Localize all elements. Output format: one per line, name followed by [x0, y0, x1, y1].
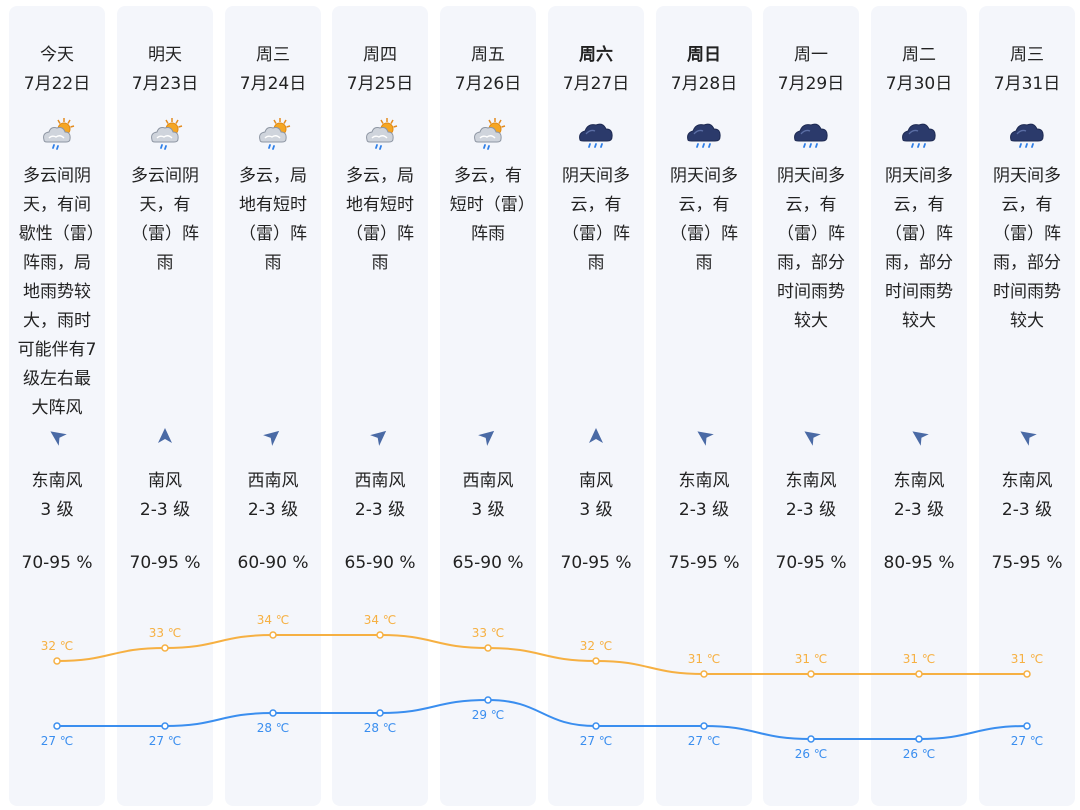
wind-level: 2-3 级: [678, 500, 730, 520]
day-column: 周三 7月24日多云，局地有短时（雷）阵雨西南风 2-3 级 60-90 %: [225, 6, 321, 806]
day-column: 周四 7月25日多云，局地有短时（雷）阵雨西南风 2-3 级 65-90 %: [332, 6, 428, 806]
day-date: 7月28日: [670, 74, 738, 94]
day-date: 7月25日: [346, 74, 414, 94]
day-date: 7月22日: [23, 74, 91, 94]
partly-cloudy-rain-icon: [145, 114, 185, 154]
wind-direction-label: 西南风: [354, 471, 406, 491]
humidity-range: 65-90 %: [452, 553, 524, 573]
wind-level: 2-3 级: [1001, 500, 1053, 520]
wind-direction-label: 东南风: [893, 471, 945, 491]
day-date: 7月31日: [993, 74, 1061, 94]
cloudy-rain-icon: [1007, 114, 1047, 154]
weather-description: 多云间阴天，有（雷）阵雨: [131, 166, 199, 273]
day-name: 周三: [1010, 45, 1044, 65]
wind-level: 2-3 级: [247, 500, 299, 520]
day-date: 7月24日: [239, 74, 307, 94]
wind-level: 2-3 级: [893, 500, 945, 520]
weather-description: 阴天间多云，有（雷）阵雨，部分时间雨势较大: [993, 166, 1061, 331]
wind-southeast-arrow-icon: [909, 426, 929, 446]
day-name: 周四: [363, 45, 397, 65]
wind-south-arrow-icon: [155, 426, 175, 446]
humidity-range: 60-90 %: [237, 553, 309, 573]
wind-direction-label: 西南风: [462, 471, 514, 491]
wind-direction-label: 东南风: [31, 471, 83, 491]
day-name: 周三: [256, 45, 290, 65]
day-name: 周五: [471, 45, 505, 65]
day-date: 7月23日: [131, 74, 199, 94]
day-column: 明天 7月23日多云间阴天，有（雷）阵雨南风 2-3 级 70-95 %: [117, 6, 213, 806]
day-name: 周二: [902, 45, 936, 65]
day-date: 7月27日: [562, 74, 630, 94]
day-column: 周三 7月31日阴天间多云，有（雷）阵雨，部分时间雨势较大东南风 2-3 级 75-9…: [979, 6, 1075, 806]
weather-description: 多云，局地有短时（雷）阵雨: [239, 166, 307, 273]
wind-level: 3 级: [579, 500, 613, 520]
wind-direction-label: 南风: [579, 471, 613, 491]
weather-description: 多云间阴天，有间歇性（雷）阵雨，局地雨势较大，雨时可能伴有7级左右最大阵风: [17, 166, 97, 418]
humidity-range: 80-95 %: [883, 553, 955, 573]
humidity-range: 75-95 %: [668, 553, 740, 573]
wind-level: 3 级: [40, 500, 74, 520]
wind-direction-label: 东南风: [1001, 471, 1053, 491]
wind-level: 2-3 级: [354, 500, 406, 520]
weather-description: 阴天间多云，有（雷）阵雨: [670, 166, 738, 273]
wind-level: 2-3 级: [785, 500, 837, 520]
cloudy-rain-icon: [899, 114, 939, 154]
partly-cloudy-rain-icon: [253, 114, 293, 154]
day-name: 周日: [687, 45, 721, 65]
day-column: 周五 7月26日多云，有短时（雷）阵雨西南风 3 级 65-90 %: [440, 6, 536, 806]
day-date: 7月30日: [885, 74, 953, 94]
wind-southeast-arrow-icon: [694, 426, 714, 446]
wind-south-arrow-icon: [586, 426, 606, 446]
wind-southwest-arrow-icon: [370, 426, 390, 446]
weather-description: 多云，局地有短时（雷）阵雨: [346, 166, 414, 273]
partly-cloudy-rain-icon: [37, 114, 77, 154]
day-date: 7月26日: [454, 74, 522, 94]
cloudy-rain-icon: [791, 114, 831, 154]
day-name: 周一: [794, 45, 828, 65]
wind-direction-label: 西南风: [247, 471, 299, 491]
wind-southeast-arrow-icon: [801, 426, 821, 446]
day-name: 明天: [148, 45, 182, 65]
partly-cloudy-rain-icon: [468, 114, 508, 154]
weather-description: 阴天间多云，有（雷）阵雨: [562, 166, 630, 273]
day-name: 周六: [579, 45, 613, 65]
weather-description: 多云，有短时（雷）阵雨: [449, 166, 527, 244]
cloudy-rain-icon: [684, 114, 724, 154]
wind-direction-label: 东南风: [785, 471, 837, 491]
cloudy-rain-icon: [576, 114, 616, 154]
day-column: 周一 7月29日阴天间多云，有（雷）阵雨，部分时间雨势较大东南风 2-3 级 70-9…: [763, 6, 859, 806]
wind-southeast-arrow-icon: [47, 426, 67, 446]
humidity-range: 70-95 %: [775, 553, 847, 573]
humidity-range: 65-90 %: [344, 553, 416, 573]
humidity-range: 75-95 %: [991, 553, 1063, 573]
wind-southwest-arrow-icon: [478, 426, 498, 446]
wind-southeast-arrow-icon: [1017, 426, 1037, 446]
weather-description: 阴天间多云，有（雷）阵雨，部分时间雨势较大: [885, 166, 953, 331]
day-column: 周日 7月28日阴天间多云，有（雷）阵雨东南风 2-3 级 75-95 %: [656, 6, 752, 806]
day-column: 周六 7月27日阴天间多云，有（雷）阵雨南风 3 级 70-95 %: [548, 6, 644, 806]
day-date: 7月29日: [777, 74, 845, 94]
partly-cloudy-rain-icon: [360, 114, 400, 154]
day-column: 今天 7月22日多云间阴天，有间歇性（雷）阵雨，局地雨势较大，雨时可能伴有7级左右…: [9, 6, 105, 806]
wind-level: 2-3 级: [139, 500, 191, 520]
wind-southwest-arrow-icon: [263, 426, 283, 446]
wind-direction-label: 南风: [148, 471, 182, 491]
humidity-range: 70-95 %: [129, 553, 201, 573]
day-column: 周二 7月30日阴天间多云，有（雷）阵雨，部分时间雨势较大东南风 2-3 级 80-9…: [871, 6, 967, 806]
wind-direction-label: 东南风: [678, 471, 730, 491]
humidity-range: 70-95 %: [560, 553, 632, 573]
day-name: 今天: [40, 45, 74, 65]
weather-description: 阴天间多云，有（雷）阵雨，部分时间雨势较大: [777, 166, 845, 331]
wind-level: 3 级: [471, 500, 505, 520]
humidity-range: 70-95 %: [21, 553, 93, 573]
